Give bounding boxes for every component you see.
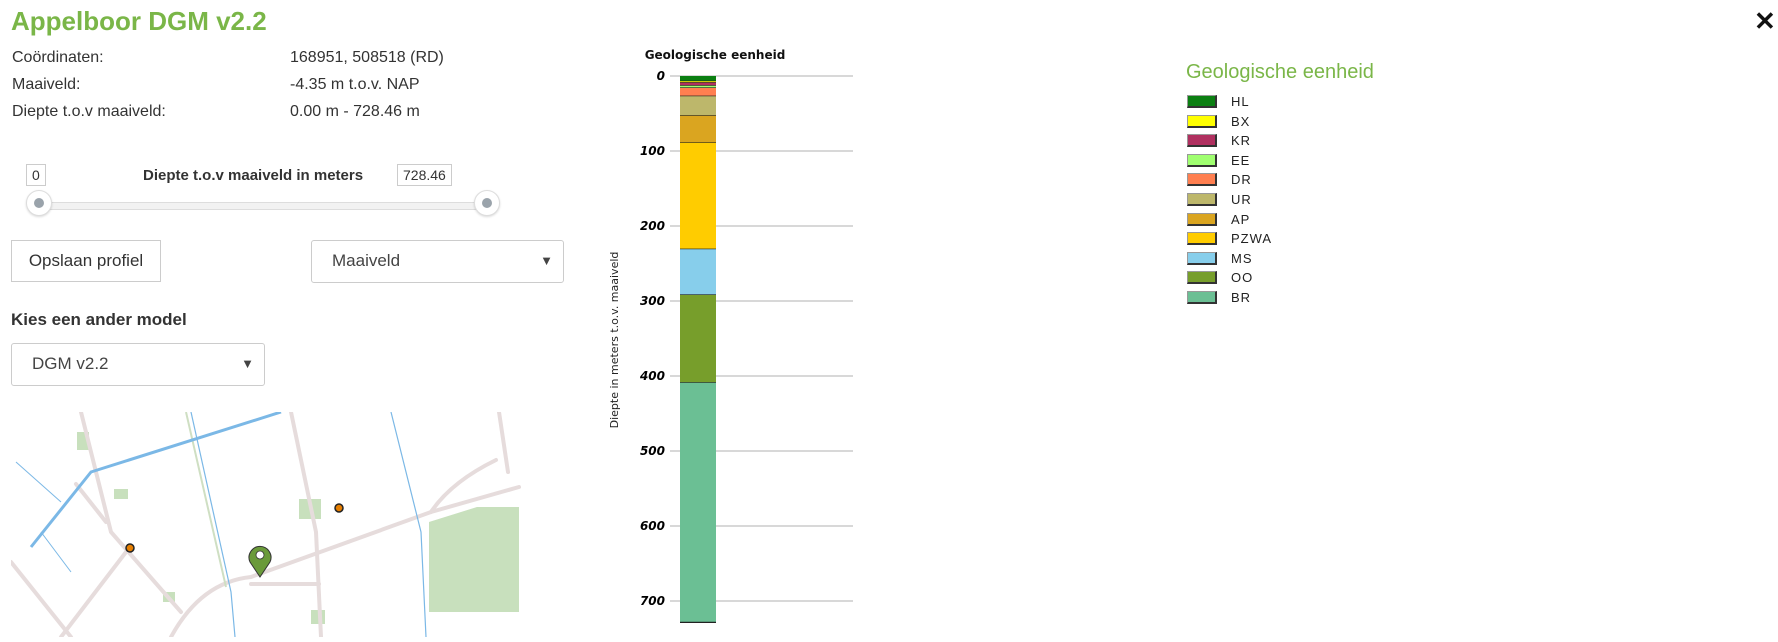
legend-label: DR [1231, 172, 1252, 188]
chevron-down-icon: ▼ [241, 356, 254, 371]
slider-max-handle[interactable] [474, 190, 500, 216]
y-tick-label: 700 [640, 594, 665, 608]
depth-min-input[interactable]: 0 [26, 164, 46, 186]
page-title: Appelboor DGM v2.2 [11, 6, 267, 36]
legend-title: Geologische eenheid [1186, 61, 1374, 83]
layer-ms[interactable] [680, 249, 716, 295]
layer-pzwa[interactable] [680, 142, 716, 250]
location-pin-icon [248, 545, 272, 578]
layer-kr[interactable] [680, 82, 716, 86]
legend-label: UR [1231, 192, 1252, 207]
legend-swatch [1187, 134, 1217, 148]
depth-value: 0.00 m - 728.46 m [290, 103, 420, 120]
legend-swatch [1187, 251, 1217, 265]
chart-title: Geologische eenheid [645, 48, 786, 62]
layer-bx[interactable] [680, 81, 716, 83]
location-map[interactable] [9, 410, 566, 639]
surface-level-label: Maaiveld: [12, 76, 81, 93]
legend-swatch [1187, 212, 1217, 226]
layer-oo[interactable] [680, 295, 716, 383]
legend-label: HL [1231, 94, 1250, 109]
borehole-marker [334, 503, 344, 513]
legend-label: EE [1231, 152, 1251, 168]
depth-label: Diepte t.o.v maaiveld: [12, 103, 166, 120]
reference-level-value: Maaiveld [332, 251, 401, 270]
legend-label: BR [1231, 290, 1252, 305]
y-tick-label: 200 [640, 219, 665, 233]
y-tick-label: 400 [639, 369, 665, 383]
y-tick-label: 0 [657, 69, 665, 83]
legend-label: KR [1231, 133, 1252, 149]
borehole-marker [125, 543, 135, 553]
depth-range-slider[interactable] [36, 202, 490, 210]
legend-label: BX [1231, 113, 1251, 129]
depth-max-input[interactable]: 728.46 [397, 164, 452, 186]
legend-label: MS [1231, 250, 1253, 266]
y-tick-label: 100 [640, 144, 665, 158]
y-tick-label: 500 [640, 444, 665, 458]
legend-label: AP [1231, 211, 1251, 227]
save-profile-button[interactable]: Opslaan profiel [11, 240, 161, 282]
depth-profile-chart: Geologische eenheid 0 100 200 300 400 500 600 7… [608, 48, 853, 623]
y-tick-label: 300 [640, 294, 665, 308]
chevron-down-icon: ▼ [540, 253, 553, 268]
layer-ee[interactable] [680, 85, 716, 88]
close-icon[interactable]: ✕ [1754, 6, 1776, 36]
layer-ap[interactable] [680, 115, 716, 143]
layer-dr[interactable] [680, 88, 716, 97]
reference-level-select[interactable]: Maaiveld ▼ [311, 240, 564, 283]
legend-swatch [1187, 173, 1217, 187]
legend-swatch [1187, 232, 1217, 246]
legend-swatch [1187, 153, 1217, 167]
model-heading: Kies een ander model [11, 310, 187, 329]
layer-br[interactable] [680, 382, 716, 623]
legend-swatch [1187, 291, 1217, 304]
legend-label: OO [1231, 270, 1254, 286]
legend-swatch [1187, 271, 1217, 285]
legend-swatch [1187, 95, 1217, 108]
surface-level-value: -4.35 m t.o.v. NAP [290, 76, 420, 93]
layer-ur[interactable] [680, 96, 716, 116]
layer-hl[interactable] [680, 76, 716, 82]
y-axis-label: Diepte in meters t.o.v. maaiveld [608, 252, 621, 429]
legend-swatch [1187, 193, 1217, 206]
legend-swatch [1187, 114, 1217, 128]
y-tick-label: 600 [640, 519, 665, 533]
coordinates-label: Coördinaten: [12, 49, 104, 66]
model-select[interactable]: DGM v2.2 ▼ [11, 343, 265, 386]
legend-label: PZWA [1231, 231, 1273, 247]
slider-min-handle[interactable] [26, 190, 52, 216]
depth-slider-label: Diepte t.o.v maaiveld in meters [143, 167, 364, 184]
coordinates-value: 168951, 508518 (RD) [290, 49, 444, 66]
model-value: DGM v2.2 [32, 354, 109, 373]
